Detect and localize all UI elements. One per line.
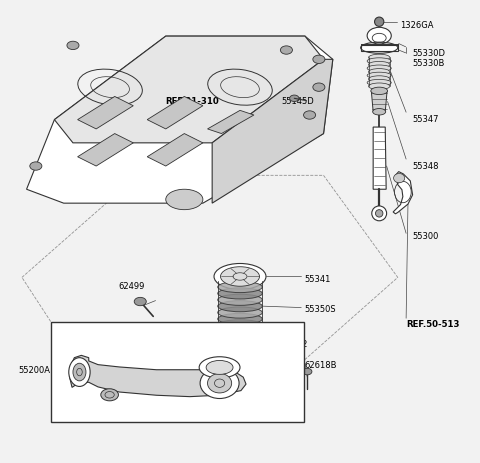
Ellipse shape: [367, 59, 391, 65]
Ellipse shape: [199, 357, 240, 378]
Text: 1326GA: 1326GA: [400, 21, 433, 30]
Polygon shape: [78, 134, 133, 167]
Ellipse shape: [220, 267, 260, 287]
Ellipse shape: [218, 282, 262, 293]
Ellipse shape: [218, 288, 262, 300]
Ellipse shape: [280, 47, 292, 55]
Ellipse shape: [367, 66, 391, 72]
Ellipse shape: [134, 298, 146, 306]
Text: 55341: 55341: [304, 274, 330, 283]
Ellipse shape: [313, 84, 325, 92]
Ellipse shape: [303, 112, 316, 120]
Ellipse shape: [303, 369, 312, 375]
Polygon shape: [372, 92, 387, 113]
Text: 55330D: 55330D: [413, 49, 445, 58]
Text: REF.50-513: REF.50-513: [406, 319, 460, 329]
Text: 55347: 55347: [413, 115, 439, 124]
Text: 55200A: 55200A: [18, 365, 50, 374]
Ellipse shape: [313, 56, 325, 64]
Ellipse shape: [372, 109, 386, 116]
Polygon shape: [373, 128, 386, 190]
Ellipse shape: [369, 69, 390, 76]
Text: 55300: 55300: [413, 232, 439, 241]
Ellipse shape: [367, 80, 391, 87]
Polygon shape: [212, 60, 333, 204]
Text: 55272: 55272: [282, 339, 308, 348]
Ellipse shape: [369, 84, 390, 90]
Text: 55330B: 55330B: [413, 59, 445, 68]
Text: 62618B: 62618B: [304, 360, 336, 369]
Ellipse shape: [218, 326, 262, 338]
Ellipse shape: [207, 374, 232, 393]
Polygon shape: [78, 97, 133, 130]
Polygon shape: [147, 134, 203, 167]
Text: 62499: 62499: [119, 282, 145, 291]
Polygon shape: [360, 46, 398, 51]
Text: 55348: 55348: [413, 161, 439, 170]
Ellipse shape: [206, 361, 233, 375]
Polygon shape: [26, 37, 333, 204]
Ellipse shape: [166, 190, 203, 210]
Text: 55145D: 55145D: [282, 96, 314, 106]
Polygon shape: [393, 172, 413, 214]
Ellipse shape: [369, 76, 390, 83]
Ellipse shape: [220, 334, 260, 353]
Ellipse shape: [371, 88, 387, 95]
Ellipse shape: [200, 368, 239, 399]
Ellipse shape: [73, 363, 86, 381]
Ellipse shape: [218, 314, 262, 325]
Text: REF.31-310: REF.31-310: [165, 96, 218, 106]
Ellipse shape: [367, 28, 391, 45]
Text: 55215A: 55215A: [77, 394, 108, 404]
Ellipse shape: [369, 62, 390, 69]
Polygon shape: [54, 37, 324, 144]
Ellipse shape: [367, 73, 391, 80]
Ellipse shape: [218, 320, 262, 331]
Text: 55350S: 55350S: [304, 305, 336, 314]
Ellipse shape: [30, 163, 42, 171]
Polygon shape: [70, 356, 246, 397]
Ellipse shape: [218, 294, 262, 306]
Ellipse shape: [218, 301, 262, 312]
Ellipse shape: [101, 389, 119, 401]
Polygon shape: [207, 111, 254, 134]
Ellipse shape: [289, 96, 299, 102]
Ellipse shape: [69, 358, 90, 387]
Ellipse shape: [372, 206, 386, 221]
Ellipse shape: [218, 307, 262, 319]
Ellipse shape: [374, 18, 384, 27]
Bar: [51, 323, 304, 422]
Ellipse shape: [67, 42, 79, 50]
Polygon shape: [147, 97, 203, 130]
Ellipse shape: [394, 174, 405, 183]
Ellipse shape: [214, 264, 266, 290]
Ellipse shape: [369, 55, 390, 62]
Ellipse shape: [375, 210, 383, 218]
